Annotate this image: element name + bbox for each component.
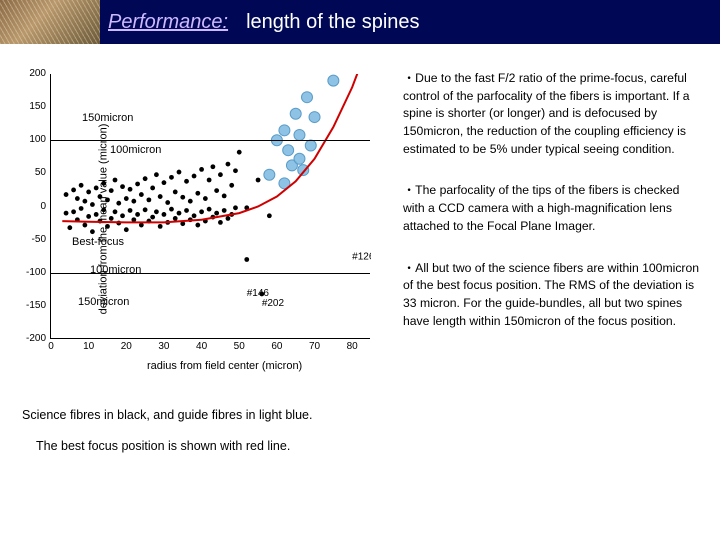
ytick: 100 bbox=[14, 134, 46, 145]
xtick: 40 bbox=[196, 341, 207, 352]
caption-2: The best focus position is shown with re… bbox=[22, 435, 387, 458]
ann-100-top: 100micron bbox=[110, 144, 161, 156]
echidna-thumbnail bbox=[0, 0, 100, 44]
xtick: 20 bbox=[121, 341, 132, 352]
ytick: 150 bbox=[14, 101, 46, 112]
paragraph-3: ・All but two of the science fibers are w… bbox=[403, 260, 702, 331]
ann-best: Best-focus bbox=[72, 236, 124, 248]
xtick: 10 bbox=[83, 341, 94, 352]
point-label: #126 bbox=[352, 252, 371, 263]
ann-100-bot: 100micron bbox=[90, 264, 141, 276]
point-label: #202 bbox=[262, 298, 285, 309]
caption-1: Science fibres in black, and guide fibre… bbox=[22, 404, 387, 427]
ytick: -100 bbox=[14, 267, 46, 278]
ytick: 50 bbox=[14, 167, 46, 178]
ref-line bbox=[50, 140, 370, 141]
ytick: -200 bbox=[14, 333, 46, 344]
ann-150-bot: 150micron bbox=[78, 296, 129, 308]
xtick: 80 bbox=[347, 341, 358, 352]
paragraph-2: ・The parfocality of the tips of the fibe… bbox=[403, 182, 702, 235]
ytick: 0 bbox=[14, 201, 46, 212]
xtick: 50 bbox=[234, 341, 245, 352]
ann-150-top: 150micron bbox=[82, 112, 133, 124]
title-subject: length of the spines bbox=[246, 11, 419, 34]
xtick: 0 bbox=[48, 341, 54, 352]
paragraph-1: ・Due to the fast F/2 ratio of the prime-… bbox=[403, 70, 702, 158]
ytick: -50 bbox=[14, 234, 46, 245]
xtick: 30 bbox=[158, 341, 169, 352]
spine-length-chart: deviation from the mean value (micron) r… bbox=[10, 64, 380, 374]
ytick: -150 bbox=[14, 300, 46, 311]
title-performance: Performance: bbox=[108, 11, 228, 34]
x-axis-label: radius from field center (micron) bbox=[147, 360, 302, 372]
xtick: 70 bbox=[309, 341, 320, 352]
ytick: 200 bbox=[14, 68, 46, 79]
xtick: 60 bbox=[271, 341, 282, 352]
